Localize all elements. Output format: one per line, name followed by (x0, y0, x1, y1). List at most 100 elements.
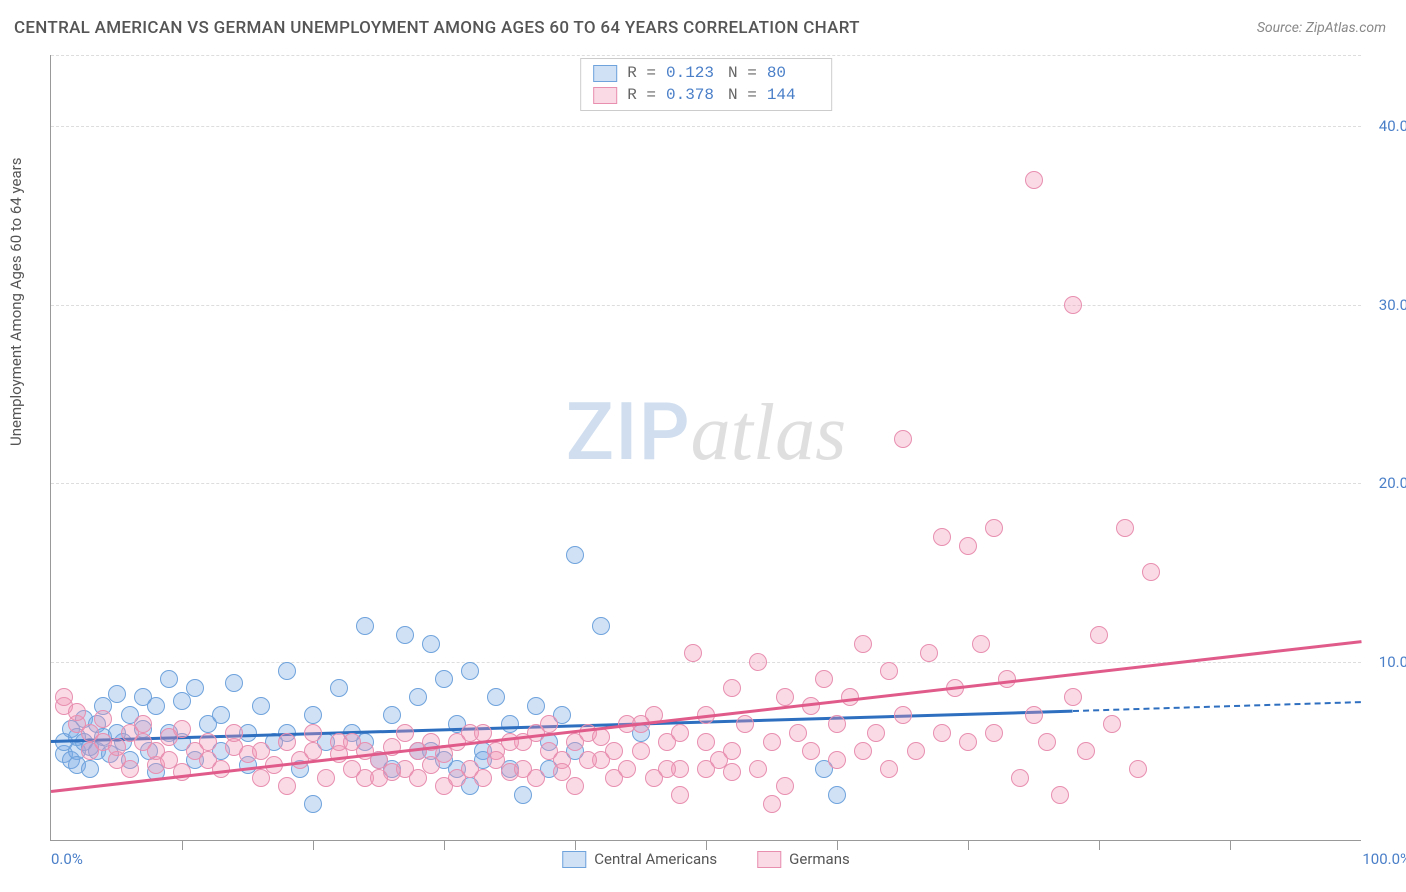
scatter-point (1025, 706, 1043, 724)
legend-r-label: R = (627, 63, 656, 85)
scatter-point (985, 724, 1003, 742)
scatter-point (501, 733, 519, 751)
gridline-h (51, 126, 1361, 127)
scatter-point (920, 644, 938, 662)
legend-stats-row: R =0.123N =80 (593, 63, 819, 85)
scatter-point (671, 724, 689, 742)
scatter-point (252, 742, 270, 760)
scatter-point (736, 715, 754, 733)
scatter-point (697, 733, 715, 751)
legend-stats: R =0.123N =80R =0.378N =144 (580, 58, 832, 111)
scatter-point (776, 777, 794, 795)
scatter-point (566, 777, 584, 795)
scatter-point (776, 688, 794, 706)
legend-r-value: 0.378 (666, 85, 718, 107)
scatter-point (723, 763, 741, 781)
scatter-point (448, 769, 466, 787)
legend-series-label: Central Americans (594, 850, 717, 868)
scatter-point (435, 670, 453, 688)
scatter-point (121, 760, 139, 778)
watermark: ZIPatlas (566, 385, 847, 479)
x-tick-label: 100.0% (1362, 850, 1406, 868)
y-tick-label: 10.0% (1379, 653, 1406, 671)
trend-line-dashed (1073, 701, 1361, 712)
scatter-point (304, 724, 322, 742)
scatter-point (317, 769, 335, 787)
scatter-point (1025, 171, 1043, 189)
scatter-point (671, 786, 689, 804)
scatter-point (1038, 733, 1056, 751)
gridline-h (51, 55, 1361, 56)
scatter-point (474, 769, 492, 787)
scatter-point (828, 751, 846, 769)
legend-swatch (593, 87, 617, 104)
scatter-point (697, 760, 715, 778)
scatter-point (108, 685, 126, 703)
scatter-point (1103, 715, 1121, 733)
scatter-point (330, 679, 348, 697)
chart-container: CENTRAL AMERICAN VS GERMAN UNEMPLOYMENT … (0, 0, 1406, 892)
scatter-point (632, 742, 650, 760)
scatter-point (383, 706, 401, 724)
scatter-point (199, 733, 217, 751)
scatter-point (723, 679, 741, 697)
scatter-point (304, 706, 322, 724)
scatter-point (461, 662, 479, 680)
scatter-point (1116, 519, 1134, 537)
scatter-point (396, 724, 414, 742)
scatter-point (186, 679, 204, 697)
scatter-point (553, 763, 571, 781)
legend-r-value: 0.123 (666, 63, 718, 85)
scatter-point (501, 715, 519, 733)
scatter-point (1064, 688, 1082, 706)
legend-n-value: 80 (767, 63, 819, 85)
scatter-point (225, 724, 243, 742)
x-tick (1099, 840, 1100, 850)
x-tick (837, 840, 838, 850)
scatter-point (81, 760, 99, 778)
scatter-point (1064, 296, 1082, 314)
plot-area: ZIPatlas R =0.123N =80R =0.378N =144 Cen… (50, 55, 1361, 841)
scatter-point (749, 653, 767, 671)
scatter-point (1142, 563, 1160, 581)
watermark-part1: ZIP (566, 385, 691, 479)
scatter-point (1051, 786, 1069, 804)
scatter-point (94, 710, 112, 728)
legend-r-label: R = (627, 85, 656, 107)
x-tick (968, 840, 969, 850)
scatter-point (618, 760, 636, 778)
scatter-point (160, 670, 178, 688)
scatter-point (802, 742, 820, 760)
gridline-h (51, 305, 1361, 306)
scatter-point (658, 760, 676, 778)
scatter-point (566, 546, 584, 564)
scatter-point (579, 751, 597, 769)
legend-swatch (562, 851, 586, 868)
scatter-point (278, 662, 296, 680)
scatter-point (985, 519, 1003, 537)
scatter-point (278, 777, 296, 795)
watermark-part2: atlas (691, 389, 847, 477)
x-tick (444, 840, 445, 850)
scatter-point (763, 733, 781, 751)
scatter-point (370, 769, 388, 787)
scatter-point (828, 715, 846, 733)
scatter-point (789, 724, 807, 742)
scatter-point (592, 617, 610, 635)
legend-series: Central Americans Germans (562, 850, 849, 868)
scatter-point (959, 537, 977, 555)
scatter-point (396, 626, 414, 644)
scatter-point (252, 697, 270, 715)
scatter-point (212, 706, 230, 724)
gridline-h (51, 483, 1361, 484)
scatter-point (527, 697, 545, 715)
scatter-point (278, 733, 296, 751)
scatter-point (422, 635, 440, 653)
scatter-point (134, 715, 152, 733)
scatter-point (933, 528, 951, 546)
chart-title: CENTRAL AMERICAN VS GERMAN UNEMPLOYMENT … (14, 18, 860, 38)
legend-series-item: Germans (757, 850, 850, 868)
scatter-point (894, 706, 912, 724)
legend-series-label: Germans (789, 850, 850, 868)
x-tick (575, 840, 576, 850)
